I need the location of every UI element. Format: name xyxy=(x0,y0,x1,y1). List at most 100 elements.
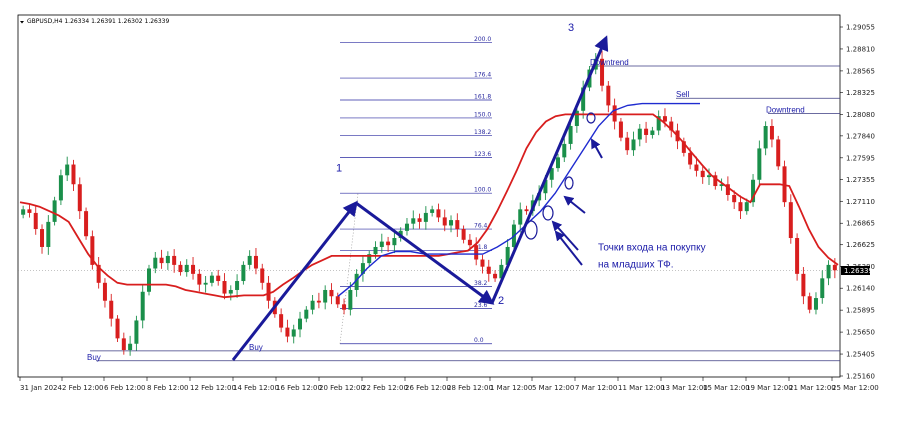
fib-level-label: 138.2 xyxy=(474,129,491,136)
candle-body xyxy=(178,264,183,273)
x-tick-label: 2 Feb 12:00 xyxy=(62,384,103,392)
candle-body xyxy=(90,236,95,265)
annotation-label: Buy xyxy=(87,353,101,362)
candle-body xyxy=(694,164,699,171)
candle-body xyxy=(40,229,45,247)
candle-body xyxy=(467,239,472,246)
fib-level-label: 176.4 xyxy=(474,72,491,79)
y-tick-label: 1.29055 xyxy=(846,24,875,32)
entry-arrow xyxy=(591,138,603,159)
candle-body xyxy=(474,245,479,260)
candle-body xyxy=(304,309,309,319)
candle-body xyxy=(813,298,818,310)
x-tick-label: 28 Feb 12:00 xyxy=(447,384,493,392)
candle-body xyxy=(27,209,32,213)
plot-area xyxy=(17,14,841,378)
candle-body xyxy=(449,220,454,226)
fib-level-label: 38.2 xyxy=(474,280,488,287)
entry-arrow xyxy=(551,220,579,251)
x-tick-label: 25 Mar 12:00 xyxy=(832,384,879,392)
candle-body xyxy=(518,209,523,225)
wave-arrows xyxy=(231,35,609,361)
candle-body xyxy=(197,273,202,285)
annotation-label: на младших ТФ. xyxy=(598,259,674,270)
y-tick-label: 1.27840 xyxy=(846,132,875,140)
candle-body xyxy=(763,126,768,149)
annotations: 1 2 3 Downtrend Sell Downtrend Buy Buy Точки вхо… xyxy=(87,22,805,362)
candle-body xyxy=(757,148,762,180)
entry-circle xyxy=(586,112,596,124)
fib-level-label: 100.0 xyxy=(474,187,491,194)
candle-body xyxy=(719,184,724,187)
candle-body xyxy=(291,329,296,337)
candle-body xyxy=(128,343,133,351)
y-tick-label: 1.27595 xyxy=(846,154,875,162)
y-tick-label: 1.25650 xyxy=(846,329,875,337)
candle-body xyxy=(335,296,340,305)
candle-body xyxy=(33,212,38,230)
x-tick-label: 15 Mar 12:00 xyxy=(703,384,750,392)
candle-body xyxy=(656,116,661,131)
candle-body xyxy=(436,209,441,218)
x-tick-label: 20 Feb 12:00 xyxy=(319,384,365,392)
candle-body xyxy=(417,218,422,222)
annotation-label: 2 xyxy=(498,295,504,307)
candle-body xyxy=(367,254,372,264)
price-axis: 1.29055 1.28810 1.28565 1.28325 1.28080 1.278… xyxy=(840,24,875,381)
candle-body xyxy=(700,170,705,178)
candle-body xyxy=(788,202,793,239)
candle-body xyxy=(77,184,82,212)
x-tick-label: 26 Feb 12:00 xyxy=(405,384,451,392)
y-tick-label: 1.27355 xyxy=(846,176,875,184)
candle-body xyxy=(707,175,712,178)
candle-body xyxy=(379,241,384,247)
candle-body xyxy=(574,110,579,127)
candle-body xyxy=(832,264,837,271)
candle-body xyxy=(543,179,548,194)
candle-body xyxy=(184,264,189,273)
candle-body xyxy=(732,195,737,203)
candle-body xyxy=(222,281,227,294)
candle-body xyxy=(618,121,623,138)
candle-body xyxy=(650,130,655,135)
x-tick-label: 22 Feb 12:00 xyxy=(362,384,408,392)
candle-body xyxy=(461,229,466,240)
symbol-header: GBPUSD,H4 1.26334 1.26391 1.26302 1.2633… xyxy=(27,18,169,25)
candle-body xyxy=(323,289,328,303)
candle-body xyxy=(298,318,303,330)
candle-body xyxy=(46,221,51,247)
x-tick-label: 21 Mar 12:00 xyxy=(789,384,836,392)
candle-body xyxy=(744,202,749,212)
y-tick-label: 1.25160 xyxy=(846,373,875,381)
candle-body xyxy=(826,264,831,279)
collapse-triangle-icon[interactable] xyxy=(20,21,24,24)
candle-body xyxy=(581,87,586,111)
current-price-tag xyxy=(841,266,870,275)
candle-body xyxy=(430,209,435,213)
fib-level-label: 23.6 xyxy=(474,302,488,309)
fib-level-label: 150.0 xyxy=(474,111,491,118)
candle-body xyxy=(115,318,120,339)
annotation-label: 1 xyxy=(336,163,342,175)
annotation-label: Точки входа на покупку xyxy=(598,242,706,253)
candle-body xyxy=(644,128,649,135)
x-tick-label: 7 Mar 12:00 xyxy=(575,384,617,392)
y-tick-label: 1.26625 xyxy=(846,241,875,249)
candle-body xyxy=(260,268,265,283)
candle-body xyxy=(681,141,686,153)
y-tick-label: 1.26865 xyxy=(846,220,875,228)
wave-arrow xyxy=(490,35,609,304)
x-tick-label: 13 Mar 12:00 xyxy=(661,384,708,392)
candle-body xyxy=(562,143,567,158)
candle-body xyxy=(769,126,774,140)
wave-arrow xyxy=(231,200,358,361)
candle-body xyxy=(631,139,636,151)
y-tick-label: 1.26140 xyxy=(846,285,875,293)
fib-level-label: 76.4 xyxy=(474,223,488,230)
candle-body xyxy=(600,58,605,86)
candle-body xyxy=(625,137,630,151)
candle-body xyxy=(266,282,271,301)
candle-body xyxy=(329,289,334,297)
candle-body xyxy=(505,246,510,265)
